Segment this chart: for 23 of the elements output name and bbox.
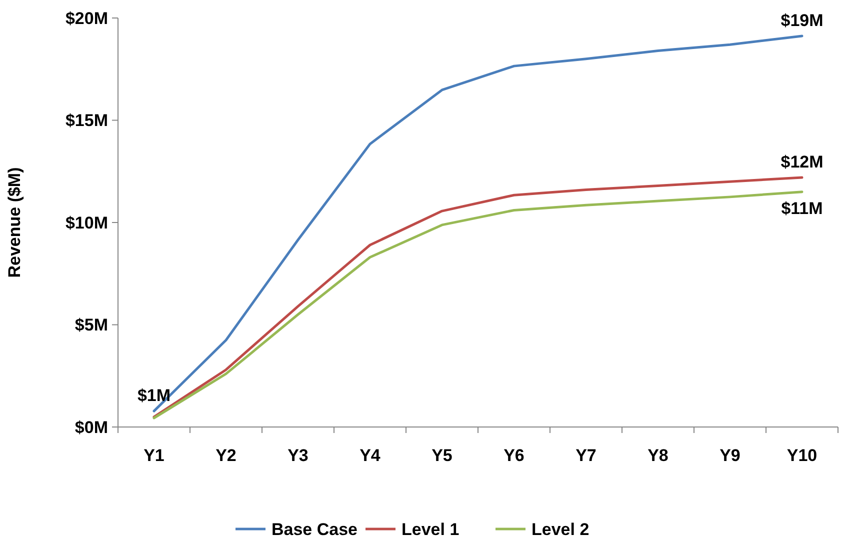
x-tick-label: Y1 [144,446,164,465]
y-tick-label: $0M [74,418,108,437]
x-tick-label: Y5 [432,446,452,465]
y-tick-label: $5M [74,316,108,335]
data-label: $11M [781,198,823,218]
x-tick-label: Y3 [288,446,308,465]
y-tick-label: $15M [65,111,108,130]
x-tick-label: Y6 [504,446,524,465]
x-tick-label: Y7 [576,446,596,465]
y-axis-title: Revenue ($M) [5,167,24,278]
data-label: $1M [137,386,171,406]
legend-label: Level 1 [402,520,460,539]
legend-label: Base Case [272,520,358,539]
y-tick-label: $10M [65,213,108,232]
x-tick-label: Y9 [720,446,740,465]
data-label: $12M [780,152,824,172]
x-tick-label: Y10 [786,446,818,465]
x-tick-label: Y4 [360,446,381,465]
x-tick-label: Y8 [648,446,668,465]
x-tick-label: Y2 [216,446,236,465]
legend-label: Level 2 [532,520,590,539]
data-label: $19M [780,10,824,30]
y-tick-label: $20M [65,8,108,28]
